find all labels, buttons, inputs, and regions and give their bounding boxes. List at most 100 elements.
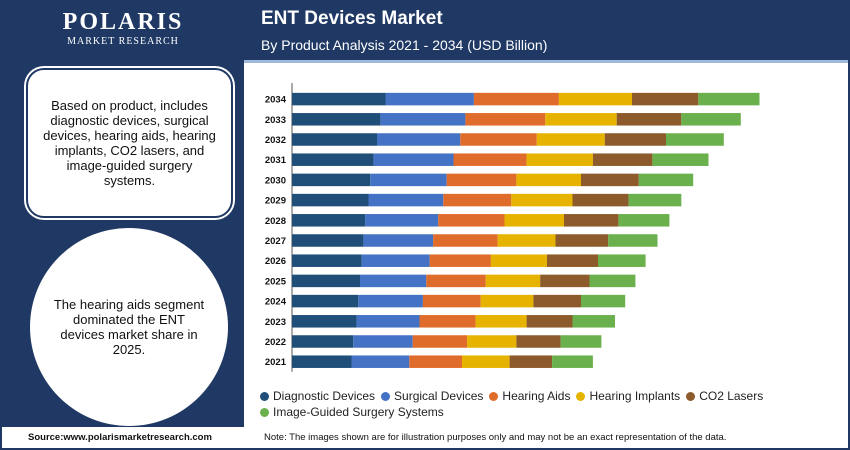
bar-hearing-implants-2029 [511,193,573,207]
highlight-text: The hearing aids segment dominated the E… [53,297,205,357]
bar-hearing-implants-2032 [536,133,605,146]
bar-diagnostic-devices-2033 [292,113,381,126]
bar-hearing-aids-2029 [443,193,512,207]
bar-hearing-aids-2023 [419,315,476,328]
bar-diagnostic-devices-2032 [292,133,377,146]
year-tick-label-2022: 2022 [265,337,286,348]
bar-surgical-devices-2027 [363,234,434,247]
bar-image-guided-surgery-systems-2023 [572,315,615,328]
bar-image-guided-surgery-systems-2025 [589,274,636,288]
legend-swatch-icon [260,392,269,401]
bar-surgical-devices-2034 [385,92,474,106]
bar-hearing-implants-2026 [490,254,547,267]
bar-diagnostic-devices-2031 [292,153,374,166]
bar-co2-lasers-2033 [616,113,682,126]
bar-surgical-devices-2033 [380,113,466,126]
legend-item-image-guided-surgery-systems: Image-Guided Surgery Systems [260,404,444,420]
bar-diagnostic-devices-2022 [292,335,354,348]
bar-surgical-devices-2023 [356,315,420,328]
bar-surgical-devices-2024 [358,294,423,308]
bar-image-guided-surgery-systems-2022 [560,335,602,348]
bar-diagnostic-devices-2021 [292,355,352,368]
year-tick-label-2021: 2021 [265,357,287,368]
bar-surgical-devices-2030 [370,173,447,187]
legend-swatch-icon [576,392,586,401]
year-tick-label-2032: 2032 [265,135,286,146]
bar-hearing-aids-2033 [465,113,546,126]
bar-co2-lasers-2027 [555,234,609,247]
bar-hearing-implants-2022 [467,335,517,348]
brand-tagline: MARKET RESEARCH [67,36,179,47]
disclaimer-note: Note: The images shown are for illustrat… [264,432,727,443]
bar-image-guided-surgery-systems-2030 [638,173,694,187]
chart-subtitle: By Product Analysis 2021 - 2034 (USD Bil… [261,37,548,53]
legend-swatch-icon [381,392,391,401]
bar-hearing-aids-2030 [446,173,517,187]
bar-hearing-implants-2034 [558,92,632,106]
bar-co2-lasers-2034 [632,92,699,106]
legend-item-hearing-aids: Hearing Aids [489,388,570,404]
legend-swatch-icon [686,392,696,401]
bar-surgical-devices-2025 [360,274,427,288]
bar-hearing-implants-2025 [485,274,541,288]
chart-header: ENT Devices Market By Product Analysis 2… [244,2,848,60]
legend-swatch-icon [489,392,499,401]
year-tick-label-2028: 2028 [265,216,286,227]
bar-co2-lasers-2023 [526,315,573,328]
bar-co2-lasers-2022 [516,335,561,348]
bar-surgical-devices-2022 [353,335,413,348]
bar-co2-lasers-2028 [564,214,619,227]
bar-co2-lasers-2024 [533,294,581,308]
source-text: Source:www.polarismarketresearch.com [28,432,212,443]
stacked-bar-chart: 2034 2033 2032 2031 2030 2029 2028 2027 2026 2025… [265,83,760,372]
bar-hearing-aids-2022 [412,335,468,348]
bar-hearing-aids-2025 [426,274,486,288]
bar-diagnostic-devices-2023 [292,315,357,328]
legend-label: Hearing Implants [589,389,681,403]
legend-item-diagnostic-devices: Diagnostic Devices [260,388,375,404]
bar-co2-lasers-2021 [509,355,553,368]
year-tick-label-2033: 2033 [265,115,286,126]
bar-surgical-devices-2026 [361,254,430,267]
bar-hearing-implants-2021 [462,355,510,368]
bar-diagnostic-devices-2027 [292,234,364,247]
bar-hearing-aids-2031 [453,153,527,166]
header-divider [244,60,848,63]
chart-legend: Diagnostic Devices Surgical Devices Hearin… [260,388,840,420]
bar-surgical-devices-2028 [365,214,439,227]
bar-diagnostic-devices-2030 [292,173,371,187]
bar-hearing-implants-2023 [475,315,527,328]
bar-surgical-devices-2032 [377,133,461,146]
bar-hearing-aids-2028 [438,214,505,227]
bar-diagnostic-devices-2028 [292,214,366,227]
bar-hearing-aids-2027 [433,234,498,247]
bar-image-guided-surgery-systems-2021 [552,355,593,368]
legend-label: Diagnostic Devices [273,389,376,403]
year-tick-label-2027: 2027 [265,236,286,247]
bar-image-guided-surgery-systems-2029 [628,193,682,207]
year-tick-label-2029: 2029 [265,196,286,207]
bar-hearing-aids-2021 [409,355,462,368]
bar-image-guided-surgery-systems-2028 [618,214,670,227]
legend-item-co2-lasers: CO2 Lasers [686,388,763,404]
footer: Source:www.polarismarketresearch.com Not… [2,428,848,448]
bar-surgical-devices-2021 [351,355,410,368]
bar-diagnostic-devices-2026 [292,254,362,267]
bar-co2-lasers-2031 [592,153,653,166]
bar-hearing-aids-2032 [460,133,537,146]
bar-image-guided-surgery-systems-2033 [681,113,741,126]
bar-hearing-implants-2030 [516,173,581,187]
bar-co2-lasers-2026 [547,254,598,267]
legend-label: Surgical Devices [394,389,484,403]
highlight-circle: The hearing aids segment dominated the E… [30,228,228,426]
description-text: Based on product, includes diagnostic de… [43,98,216,188]
legend-label: Hearing Aids [502,389,571,403]
bar-co2-lasers-2032 [604,133,666,146]
bar-hearing-implants-2033 [545,113,617,126]
bar-co2-lasers-2030 [581,173,639,187]
bar-image-guided-surgery-systems-2027 [608,234,658,247]
year-tick-label-2024: 2024 [265,297,287,308]
year-tick-label-2025: 2025 [265,276,287,287]
bar-image-guided-surgery-systems-2031 [652,153,709,166]
